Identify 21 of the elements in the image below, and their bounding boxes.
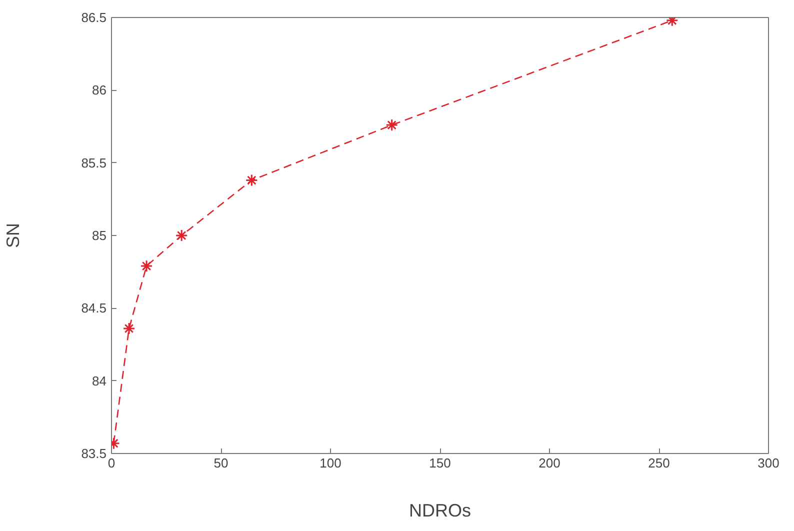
point bbox=[175, 229, 188, 242]
y-tick-label: 84.5 bbox=[81, 300, 107, 316]
y-tick-label: 83.5 bbox=[81, 446, 107, 461]
x-tick-label: 50 bbox=[214, 456, 228, 470]
y-tick-label: 86 bbox=[92, 82, 107, 98]
x-tick-label: 0 bbox=[108, 456, 116, 470]
y-axis-title: SN bbox=[3, 222, 24, 248]
x-axis-title: NDROs bbox=[409, 500, 471, 520]
y-tick-label: 86.5 bbox=[81, 10, 107, 25]
y-tick-label: 85.5 bbox=[81, 155, 107, 170]
y-tick-label: 84 bbox=[92, 373, 107, 388]
x-tick-label: 150 bbox=[429, 456, 451, 470]
point bbox=[386, 118, 398, 132]
point bbox=[140, 260, 153, 272]
point bbox=[245, 174, 258, 187]
point bbox=[122, 322, 136, 335]
x-tick-label: 300 bbox=[758, 456, 780, 470]
x-tick-label: 100 bbox=[320, 456, 342, 470]
x-tick-label: 200 bbox=[538, 456, 560, 470]
x-tick-label: 250 bbox=[648, 456, 670, 470]
y-tick-label: 85 bbox=[92, 228, 107, 243]
